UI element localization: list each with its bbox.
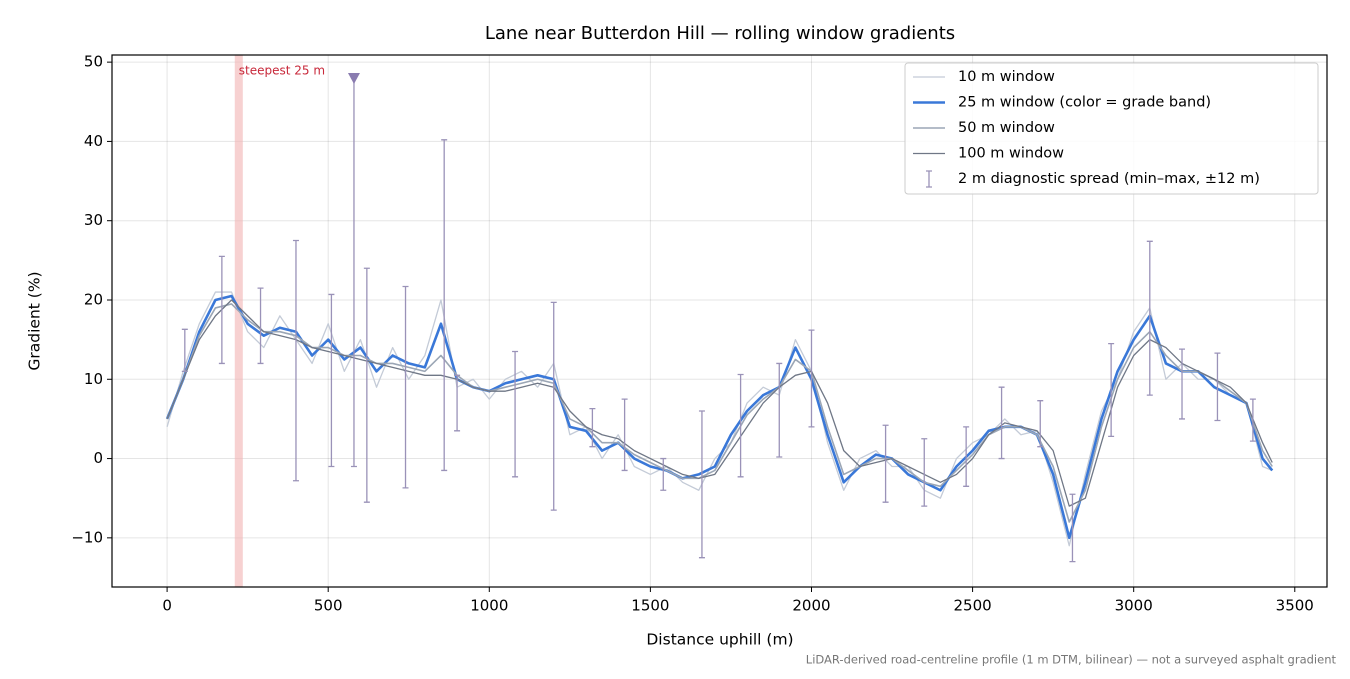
legend-box xyxy=(904,62,1319,195)
y-tick-label: 20 xyxy=(84,290,103,308)
error-bar xyxy=(181,328,188,372)
y-tick-label: 0 xyxy=(93,449,103,467)
error-bar xyxy=(512,350,519,478)
x-tick-label: 2500 xyxy=(953,597,991,615)
error-bar xyxy=(1249,398,1256,442)
x-tick-label: 500 xyxy=(314,597,343,615)
error-bar xyxy=(998,386,1005,460)
footnote: LiDAR-derived road-centreline profile (1… xyxy=(806,653,1337,667)
x-tick-label: 0 xyxy=(162,597,172,615)
error-bar xyxy=(1069,493,1076,563)
error-bar xyxy=(292,239,299,482)
error-bar xyxy=(363,267,370,503)
clipped-marker xyxy=(347,72,360,84)
error-bar xyxy=(441,139,448,472)
y-tick-label: 40 xyxy=(84,132,103,150)
legend-label: 25 m window (color = grade band) xyxy=(958,95,1211,111)
y-tick-label: 50 xyxy=(84,53,103,71)
error-bar xyxy=(550,301,557,511)
error-bar xyxy=(808,329,815,428)
legend-label: 100 m window xyxy=(958,146,1064,162)
series-line xyxy=(165,294,1274,540)
error-bar xyxy=(963,426,970,487)
error-bar xyxy=(328,293,335,468)
error-bar xyxy=(621,398,628,472)
highlight-band xyxy=(234,55,243,587)
error-bar xyxy=(257,287,264,365)
plot-area xyxy=(165,55,1274,587)
error-bar xyxy=(921,438,928,507)
x-tick-label: 3000 xyxy=(1115,597,1153,615)
series-line xyxy=(166,303,1273,523)
error-bar xyxy=(776,362,783,458)
series-line xyxy=(166,299,1273,507)
error-bar xyxy=(660,457,667,491)
x-axis-label: Distance uphill (m) xyxy=(646,631,793,649)
y-tick-label: 10 xyxy=(84,370,103,388)
error-bar xyxy=(698,410,705,559)
plot-frame xyxy=(111,54,1328,588)
error-bar xyxy=(589,407,596,448)
legend-label: 2 m diagnostic spread (min–max, ±12 m) xyxy=(958,171,1260,187)
error-bar xyxy=(737,373,744,478)
x-tick-label: 3500 xyxy=(1276,597,1314,615)
error-bar xyxy=(882,424,889,503)
x-tick-label: 1500 xyxy=(631,597,669,615)
error-bar xyxy=(454,374,461,432)
error-bar xyxy=(218,255,225,365)
legend-label: 50 m window xyxy=(958,120,1055,136)
x-tick-label: 1000 xyxy=(470,597,508,615)
legend-label: 10 m window xyxy=(958,69,1055,85)
error-bar xyxy=(1179,348,1186,420)
error-bar xyxy=(1146,240,1153,396)
error-bar xyxy=(1214,352,1221,422)
chart-title: Lane near Butterdon Hill — rolling windo… xyxy=(485,23,955,44)
legend-swatch xyxy=(926,170,932,188)
x-tick-label: 2000 xyxy=(792,597,830,615)
y-tick-label: −10 xyxy=(71,528,103,546)
error-bar xyxy=(1037,400,1044,448)
y-axis-label: Gradient (%) xyxy=(26,271,44,370)
highlight-label: steepest 25 m xyxy=(239,64,325,78)
error-bar xyxy=(1108,342,1115,438)
y-tick-label: 30 xyxy=(84,211,103,229)
error-bar xyxy=(402,285,409,489)
